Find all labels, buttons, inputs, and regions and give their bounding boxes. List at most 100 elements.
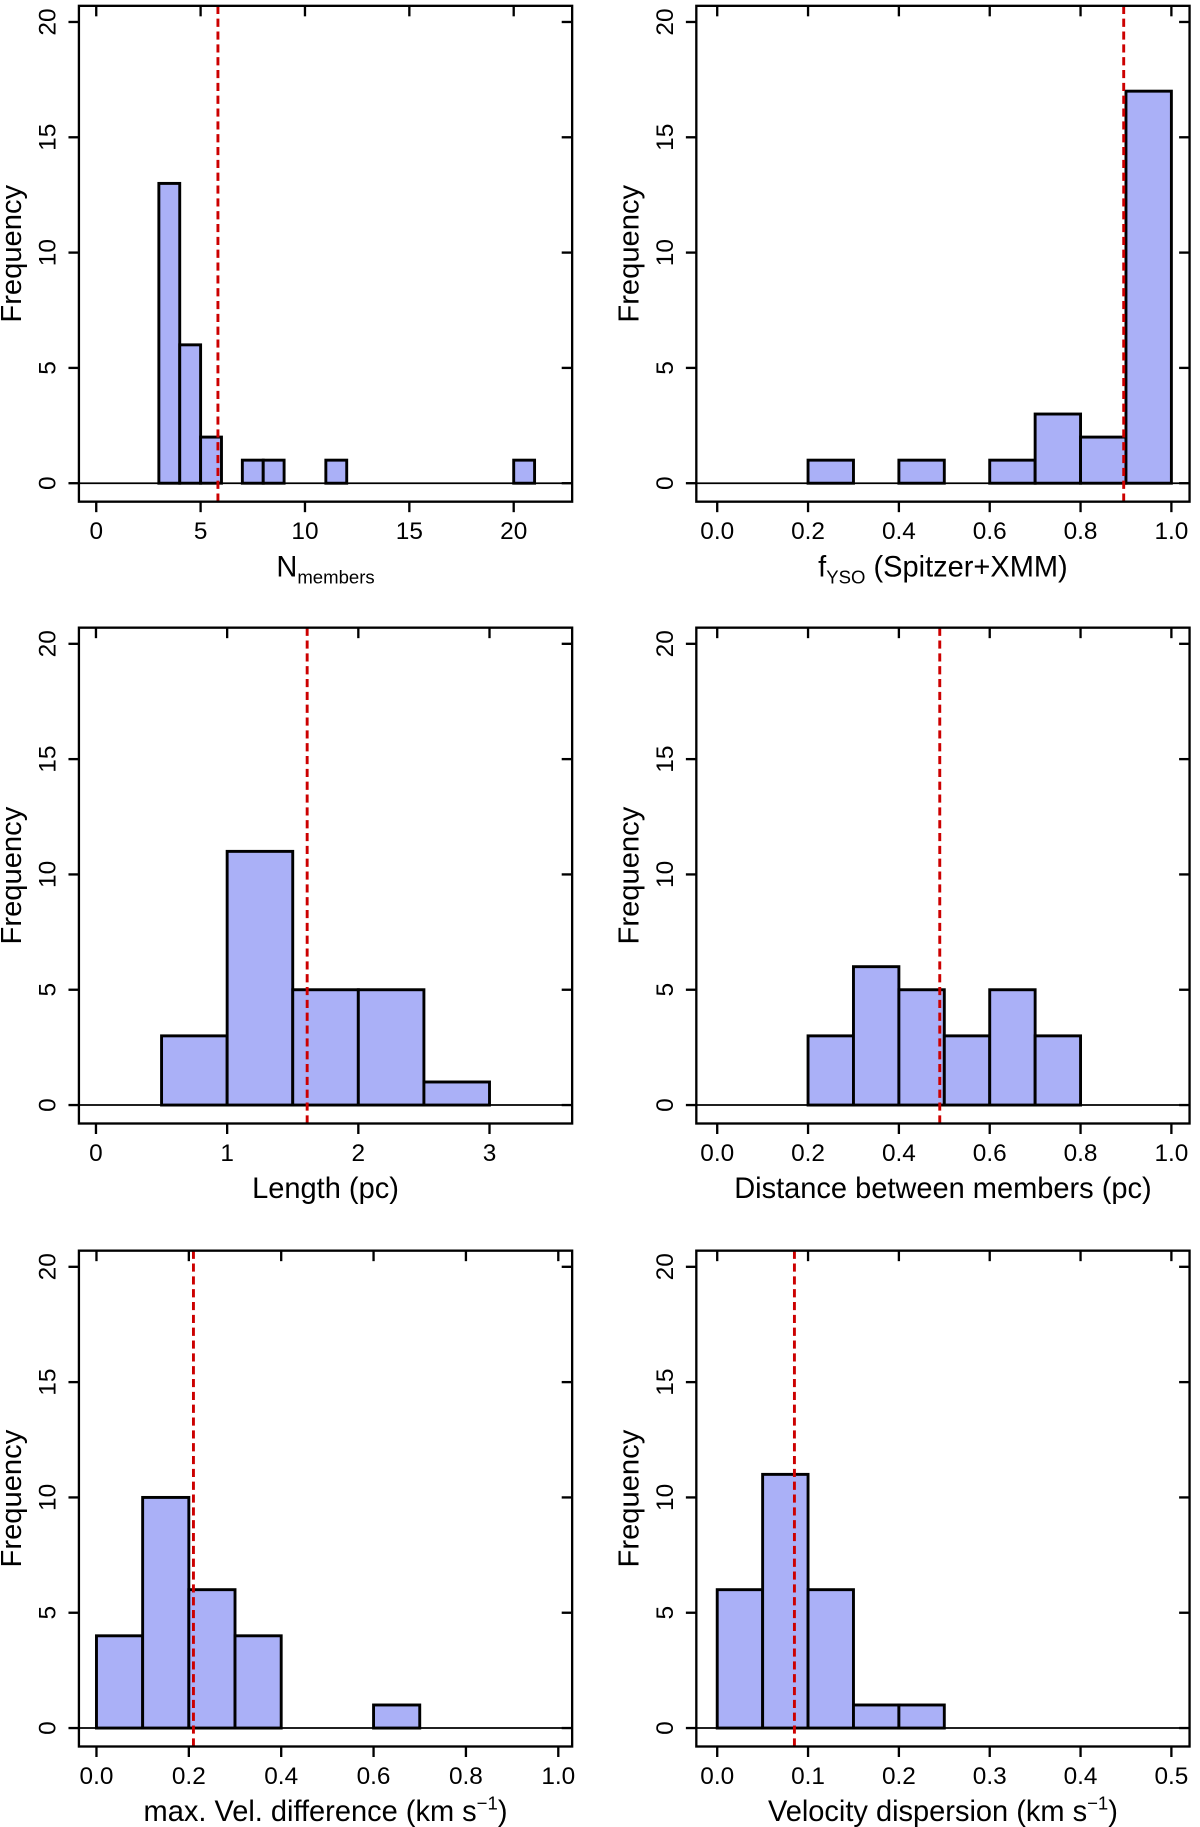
y-tick-label: 20 <box>652 8 679 35</box>
y-tick-label: 15 <box>652 1368 679 1395</box>
bar <box>897 1703 946 1730</box>
x-tick-label: 0.8 <box>1064 518 1098 545</box>
y-tick-label: 5 <box>652 1606 679 1620</box>
y-tick-label: 10 <box>35 861 62 888</box>
x-tick-label: 0 <box>89 1140 103 1167</box>
x-axis-label-part: members <box>297 566 374 587</box>
x-tick-label: 0.2 <box>791 518 825 545</box>
bar <box>233 1634 283 1730</box>
bar <box>187 1588 237 1730</box>
x-tick-label: 0 <box>89 518 103 545</box>
y-tick-label: 0 <box>35 476 62 490</box>
panel: 0 5 10 15 20 0 5 10 15 20 Frequency Nmembers <box>0 4 574 587</box>
bar <box>1124 89 1173 485</box>
panel: 0.0 0.2 0.4 0.6 0.8 1.0 0 5 10 15 20 Frequency max. … <box>0 1249 575 1827</box>
y-tick-label: 5 <box>35 983 62 997</box>
y-axis-label: Frequency <box>0 806 28 944</box>
x-tick-label: 20 <box>500 518 527 545</box>
x-axis-label: fYSO (Spitzer+XMM) <box>818 551 1068 587</box>
x-tick-label: 0.0 <box>700 1140 734 1167</box>
bar <box>157 181 182 485</box>
bar <box>988 988 1037 1107</box>
panel: 0 1 2 3 0 5 10 15 20 Frequency Length (pc) <box>0 626 574 1205</box>
bar <box>324 458 349 485</box>
bar <box>356 988 426 1107</box>
bar <box>512 458 537 485</box>
bar <box>897 988 946 1107</box>
x-tick-label: 3 <box>483 1140 497 1167</box>
panel: 0.0 0.1 0.2 0.3 0.4 0.5 0 5 10 15 20 Frequency Veloc… <box>613 1249 1191 1827</box>
y-tick-label: 0 <box>652 1098 679 1112</box>
bar <box>160 1034 229 1107</box>
y-tick-label: 5 <box>652 983 679 997</box>
y-tick-label: 0 <box>652 1721 679 1735</box>
y-axis-label: Frequency <box>0 184 28 322</box>
y-tick-label: 15 <box>35 745 62 772</box>
x-axis-label-part: Distance between members (pc) <box>734 1173 1151 1205</box>
bar <box>199 435 223 485</box>
y-tick-label: 15 <box>35 124 62 151</box>
y-tick-label: 5 <box>35 1606 62 1620</box>
y-tick-label: 0 <box>35 1721 62 1735</box>
x-tick-label: 0.6 <box>357 1763 391 1790</box>
bar <box>240 458 265 485</box>
x-axis-label-part: Velocity dispersion (km s <box>768 1796 1087 1827</box>
bar <box>715 1588 765 1730</box>
bar <box>178 343 203 485</box>
x-tick-label: 0.4 <box>1064 1763 1098 1790</box>
bar <box>852 1703 901 1730</box>
x-tick-label: 0.6 <box>973 1140 1007 1167</box>
x-tick-label: 5 <box>194 518 208 545</box>
y-tick-label: 20 <box>35 8 62 35</box>
x-tick-label: 0.0 <box>700 1763 734 1790</box>
x-tick-label: 1.0 <box>541 1763 575 1790</box>
panel: 0.0 0.2 0.4 0.6 0.8 1.0 0 5 10 15 20 Frequency Dista… <box>613 626 1191 1205</box>
bar <box>141 1495 191 1730</box>
x-tick-label: 0.3 <box>973 1763 1007 1790</box>
bar <box>95 1634 145 1730</box>
x-axis-label-part: N <box>276 551 297 583</box>
x-tick-label: 0.2 <box>791 1140 825 1167</box>
bar <box>225 849 295 1107</box>
y-tick-label: 5 <box>652 361 679 375</box>
y-tick-label: 15 <box>652 745 679 772</box>
bar <box>988 458 1037 485</box>
bar <box>942 1034 992 1107</box>
bar <box>1033 1034 1083 1107</box>
x-axis-label-part: max. Vel. difference (km s <box>144 1796 477 1827</box>
y-tick-label: 10 <box>35 1484 62 1511</box>
y-tick-label: 0 <box>35 1098 62 1112</box>
x-axis-label: Velocity dispersion (km s−1) <box>768 1792 1118 1827</box>
x-axis-label: max. Vel. difference (km s−1) <box>144 1792 508 1827</box>
x-tick-label: 0.8 <box>1064 1140 1098 1167</box>
y-tick-label: 20 <box>35 1253 62 1280</box>
x-axis-label-part: YSO <box>826 566 865 587</box>
bar <box>806 458 855 485</box>
bar <box>291 988 360 1107</box>
x-tick-label: 0.0 <box>700 518 734 545</box>
bar <box>372 1703 422 1730</box>
x-axis-label-part: Length (pc) <box>252 1173 399 1205</box>
y-tick-label: 20 <box>652 630 679 657</box>
x-tick-label: 0.4 <box>882 1140 916 1167</box>
y-tick-label: 5 <box>35 361 62 375</box>
x-axis-label-part: (Spitzer+XMM) <box>865 551 1067 583</box>
x-tick-label: 0.2 <box>172 1763 206 1790</box>
x-axis-label: Length (pc) <box>252 1173 399 1205</box>
x-tick-label: 0.0 <box>80 1763 114 1790</box>
y-tick-label: 10 <box>652 239 679 266</box>
x-tick-label: 0.2 <box>882 1763 916 1790</box>
x-tick-label: 15 <box>396 518 423 545</box>
y-tick-label: 0 <box>652 476 679 490</box>
y-tick-label: 20 <box>652 1253 679 1280</box>
x-axis-label: Nmembers <box>276 551 374 587</box>
x-tick-label: 10 <box>291 518 318 545</box>
x-axis-label-part: −1 <box>477 1792 498 1813</box>
y-tick-label: 10 <box>652 861 679 888</box>
y-axis-label: Frequency <box>613 184 645 322</box>
bar <box>806 1588 855 1730</box>
plot-frame <box>77 4 574 503</box>
bar <box>1079 435 1128 485</box>
